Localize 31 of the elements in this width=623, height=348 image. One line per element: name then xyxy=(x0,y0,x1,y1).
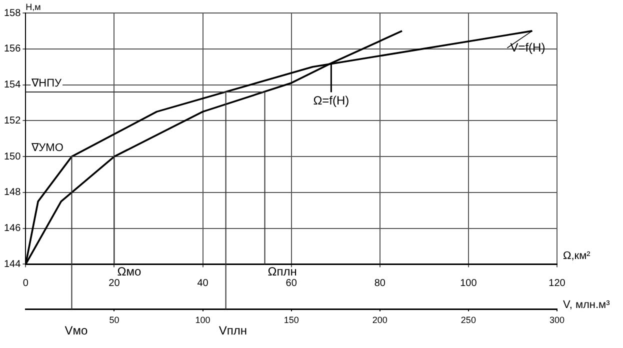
x2-tick-label: 50 xyxy=(109,315,120,326)
x2-tick-label: 100 xyxy=(195,315,210,326)
y-axis-title: H,м xyxy=(26,2,41,12)
x-tick-label: 100 xyxy=(460,278,478,289)
x-tick-label: 20 xyxy=(108,278,120,289)
ref-line-label: Ωплн xyxy=(268,264,297,279)
x2-tick-label: 250 xyxy=(460,315,476,326)
x-tick-label: 40 xyxy=(197,278,209,289)
x-tick-label: 60 xyxy=(286,278,298,289)
x2-tick-label: 300 xyxy=(549,315,565,326)
x2-tick-label: 150 xyxy=(284,315,299,326)
series-label: Ω=f(H) xyxy=(313,94,350,108)
y-tick-label: 152 xyxy=(4,115,22,126)
ref-line-label: ∇УМО xyxy=(30,142,64,154)
y-tick-label: 148 xyxy=(4,187,22,198)
x-axis-title: Ω,км² xyxy=(563,250,591,262)
ref-line-label: Vмо xyxy=(64,324,88,338)
y-tick-label: 146 xyxy=(4,223,22,234)
ref-line-label: ∇НПУ xyxy=(30,77,63,90)
y-tick-label: 154 xyxy=(4,80,22,91)
x2-axis-title: V, млн.м³ xyxy=(563,299,610,312)
ref-line-label: Vплн xyxy=(218,324,247,338)
x-tick-label: 80 xyxy=(374,278,386,289)
y-tick-label: 144 xyxy=(4,258,22,270)
x-tick-label: 0 xyxy=(22,278,29,289)
x2-tick-label: 200 xyxy=(372,315,388,326)
y-tick-label: 156 xyxy=(4,44,22,55)
ref-line-label: Ωмо xyxy=(117,264,142,279)
y-tick-label: 150 xyxy=(4,151,22,162)
x-tick-label: 120 xyxy=(548,278,566,289)
y-tick-label: 158 xyxy=(4,8,22,19)
